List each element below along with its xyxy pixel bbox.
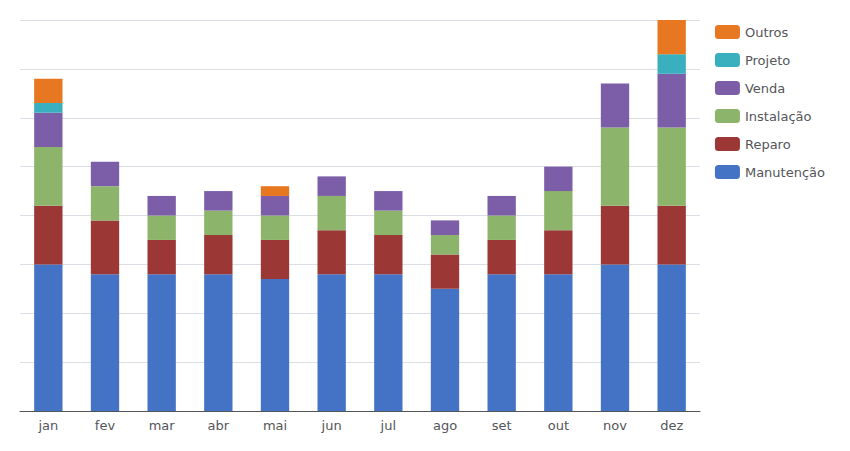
svg-text:Projeto: Projeto	[745, 53, 790, 68]
svg-text:nov: nov	[603, 418, 627, 433]
svg-text:dez: dez	[660, 418, 683, 433]
svg-text:abr: abr	[208, 418, 230, 433]
svg-text:Reparo: Reparo	[745, 137, 791, 152]
svg-text:mar: mar	[149, 418, 176, 433]
svg-text:Outros: Outros	[745, 25, 789, 40]
svg-text:out: out	[548, 418, 569, 433]
svg-text:jun: jun	[321, 418, 342, 433]
svg-text:mai: mai	[263, 418, 287, 433]
svg-text:jan: jan	[37, 418, 58, 433]
svg-text:jul: jul	[380, 418, 396, 433]
svg-text:fev: fev	[95, 418, 116, 433]
svg-text:Instalação: Instalação	[745, 109, 812, 124]
svg-text:ago: ago	[433, 418, 457, 433]
svg-text:set: set	[492, 418, 512, 433]
svg-text:Venda: Venda	[745, 81, 785, 96]
svg-text:Manutenção: Manutenção	[745, 165, 825, 180]
